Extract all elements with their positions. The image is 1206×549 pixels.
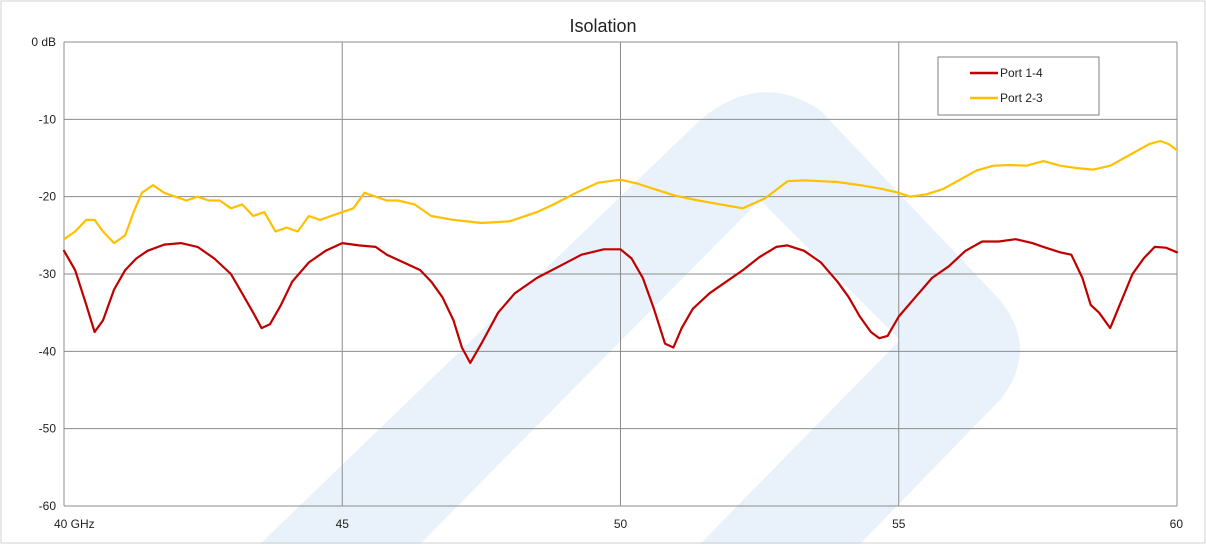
legend: Port 1-4 Port 2-3 [937, 56, 1100, 116]
watermark-logo [260, 92, 1020, 544]
y-tick-label: -30 [39, 267, 57, 281]
legend-label: Port 2-3 [1000, 91, 1043, 105]
legend-box [937, 56, 1100, 116]
x-tick-label: 60 [1170, 517, 1184, 531]
chart-title: Isolation [569, 16, 636, 36]
series-line-port-1-4 [62, 238, 1179, 364]
y-tick-label: -10 [39, 112, 57, 126]
x-tick-label: 40 GHz [54, 517, 95, 531]
y-tick-label: -20 [39, 190, 57, 204]
y-tick-label: -50 [39, 422, 57, 436]
x-tick-label: 50 [614, 517, 628, 531]
series-lines [62, 139, 1179, 364]
legend-label: Port 1-4 [1000, 66, 1043, 80]
axes: 0 dB -10 -20 -30 -40 -50 -60 40 GHz 45 50 55 60 [31, 35, 1183, 531]
x-tick-label: 55 [892, 517, 906, 531]
y-tick-label: -40 [39, 344, 57, 358]
series-line-port-2-3 [62, 139, 1179, 245]
y-tick-label: 0 dB [31, 35, 56, 49]
y-tick-label: -60 [39, 499, 57, 513]
x-tick-label: 45 [336, 517, 350, 531]
